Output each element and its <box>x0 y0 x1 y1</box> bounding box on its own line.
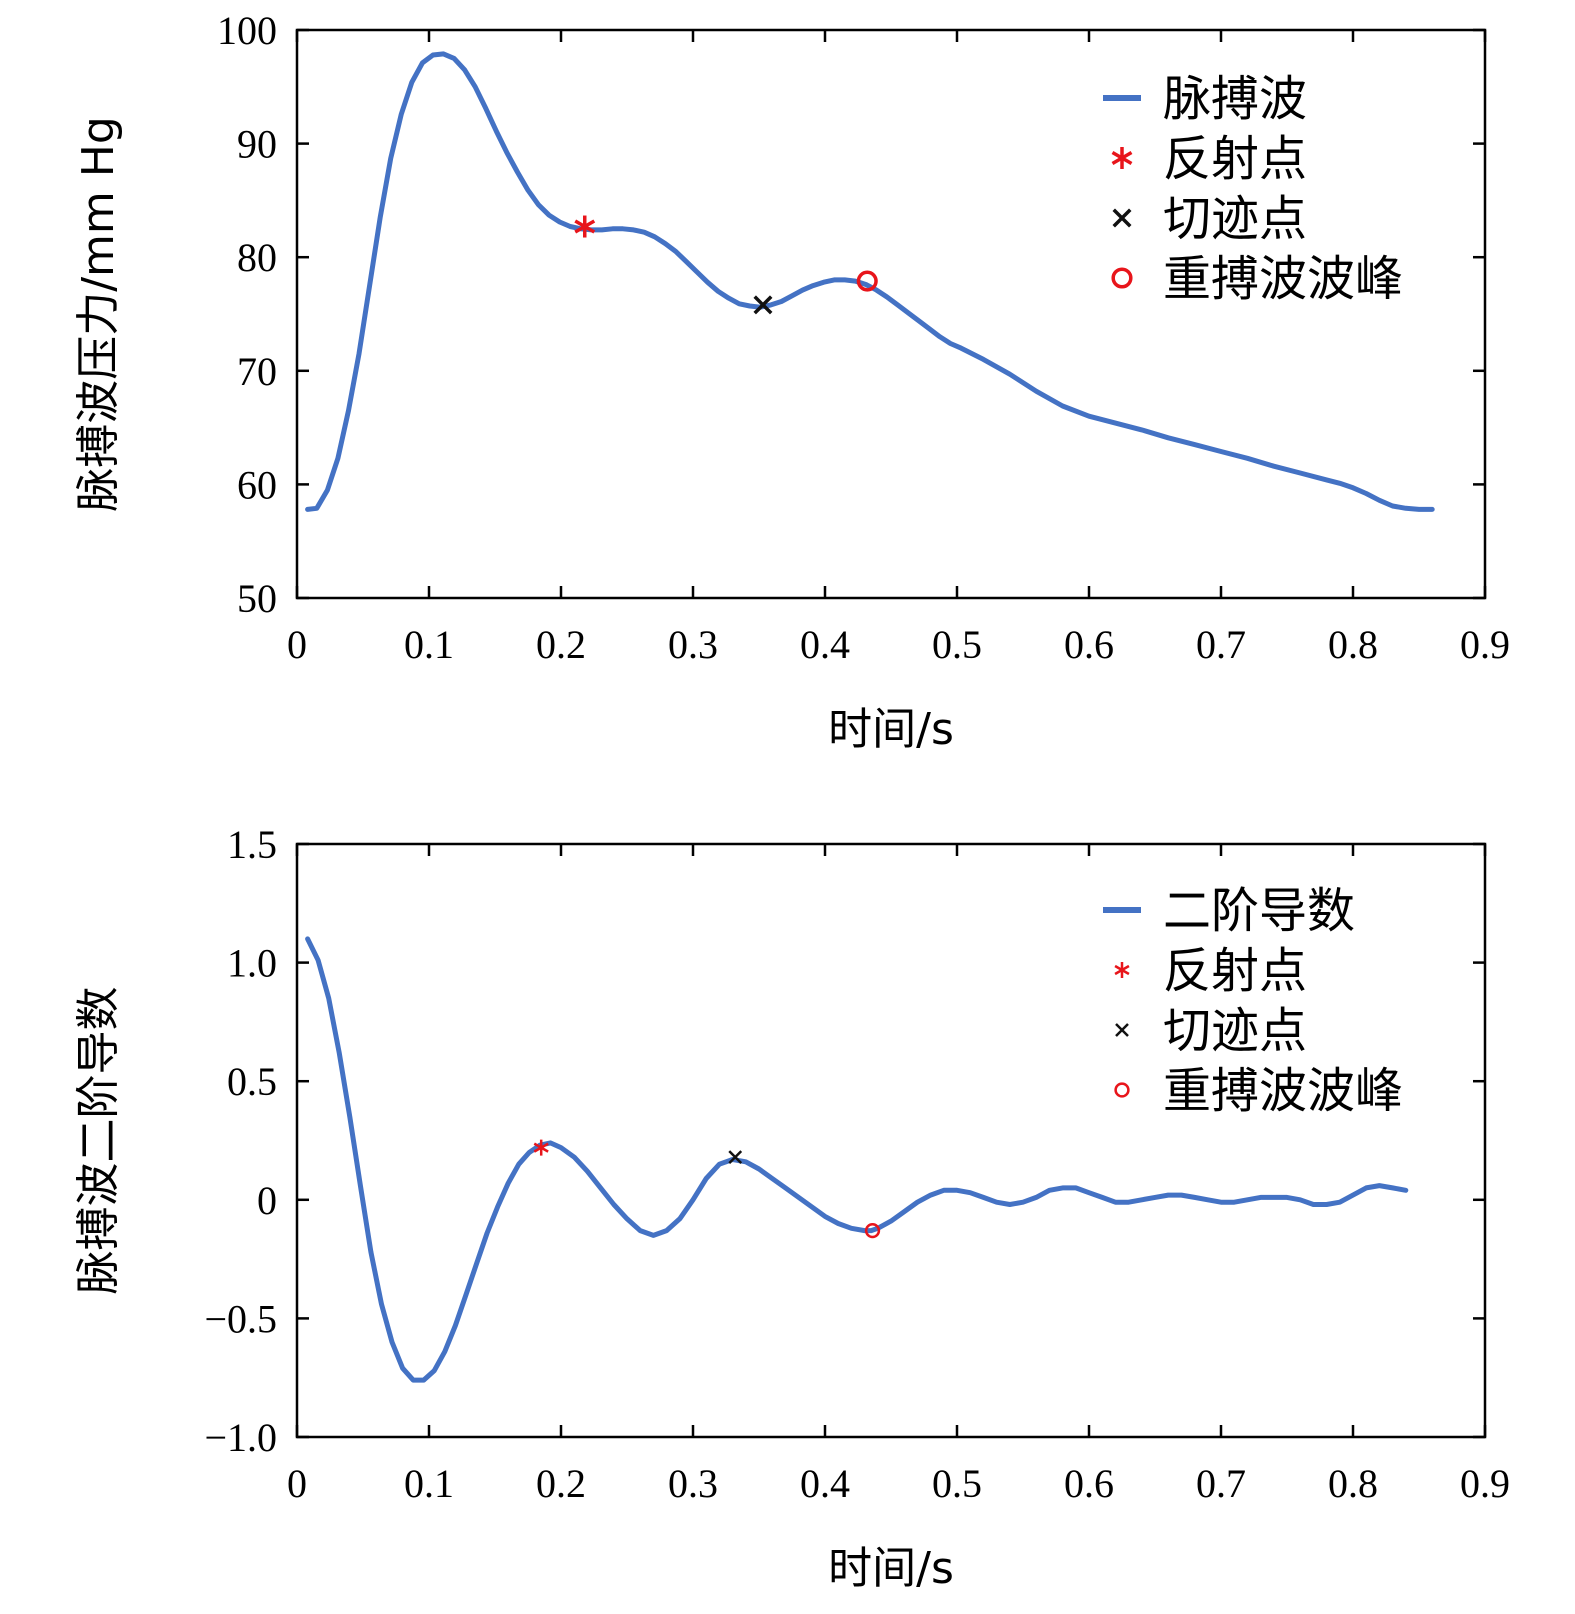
reflection-point-marker <box>574 215 596 238</box>
y-tick-label: 80 <box>237 235 277 280</box>
legend-label: 脉搏波 <box>1163 71 1307 127</box>
reflection-point-marker <box>533 1139 549 1156</box>
y-tick-label: 90 <box>237 122 277 167</box>
x-tick-label: 0.9 <box>1460 1461 1510 1506</box>
y-tick-label: 50 <box>237 576 277 621</box>
x-tick-label: 0.1 <box>404 622 454 667</box>
x-tick-label: 0.1 <box>404 1461 454 1506</box>
x-tick-label: 0.6 <box>1064 1461 1114 1506</box>
notch-point-marker <box>728 1150 743 1164</box>
y-axis-label: 脉搏波压力/mm Hg <box>73 116 124 512</box>
legend-label: 重搏波波峰 <box>1163 1063 1403 1119</box>
x-tick-label: 0.9 <box>1460 622 1510 667</box>
x-tick-label: 0.7 <box>1196 1461 1246 1506</box>
x-tick-label: 0 <box>287 1461 307 1506</box>
x-tick-label: 0.5 <box>932 1461 982 1506</box>
dicrotic-peak-marker <box>864 1222 881 1239</box>
y-tick-label: −0.5 <box>204 1296 277 1341</box>
y-tick-label: 60 <box>237 462 277 507</box>
x-tick-label: 0.7 <box>1196 622 1246 667</box>
y-tick-label: 0.5 <box>227 1059 277 1104</box>
legend-notch-point-swatch <box>1112 208 1132 228</box>
legend-label: 二阶导数 <box>1163 883 1355 939</box>
reflection-point-marker-stroke <box>533 1142 549 1153</box>
legend-label: 切迹点 <box>1163 1003 1307 1059</box>
x-tick-label: 0.3 <box>668 1461 718 1506</box>
second-derivative-panel: 0 0.1 0.2 0.3 0.4 0.5 0.6 0.7 0.8 0.9 −1.0 −0.5 0 0.5… <box>73 822 1510 1594</box>
legend-dicrotic-peak-swatch <box>1114 1082 1130 1098</box>
legend-dicrotic-peak-swatch <box>1111 267 1133 289</box>
x-tick-label: 0.5 <box>932 622 982 667</box>
y-tick-label: 100 <box>217 8 277 53</box>
x-tick-label: 0.2 <box>536 1461 586 1506</box>
notch-point-marker <box>753 295 773 315</box>
legend-reflection-point-swatch <box>1111 147 1133 169</box>
x-tick-label: 0.3 <box>668 622 718 667</box>
x-axis-label: 时间/s <box>828 1543 954 1594</box>
legend-label: 重搏波波峰 <box>1163 251 1403 307</box>
pulse-wave-panel: 0 0.1 0.2 0.3 0.4 0.5 0.6 0.7 0.8 0.9 50 60 70 80 90 10… <box>73 8 1510 755</box>
dicrotic-peak-marker <box>856 270 878 292</box>
reflection-point-marker-stroke <box>574 219 596 234</box>
x-tick-label: 0 <box>287 622 307 667</box>
y-tick-label: 1.0 <box>227 941 277 986</box>
legend-label: 切迹点 <box>1163 191 1307 247</box>
x-tick-label: 0.2 <box>536 622 586 667</box>
y-tick-label: −1.0 <box>204 1415 277 1460</box>
x-tick-label: 0.4 <box>800 622 850 667</box>
legend-notch-point-swatch <box>1115 1023 1129 1037</box>
legend-reflection-point-swatch-stroke <box>1111 150 1133 166</box>
x-tick-label: 0.4 <box>800 1461 850 1506</box>
x-axis-label: 时间/s <box>828 704 954 755</box>
second-derivative-line <box>305 936 1409 1383</box>
y-tick-label: 0 <box>257 1178 277 1223</box>
legend-label: 反射点 <box>1163 131 1307 187</box>
y-tick-label: 1.5 <box>227 822 277 867</box>
y-axis-label: 脉搏波二阶导数 <box>73 987 124 1295</box>
legend-reflection-point-swatch-stroke <box>1114 964 1130 976</box>
x-tick-label: 0.6 <box>1064 622 1114 667</box>
pulse-wave-line <box>305 51 1435 512</box>
x-tick-label: 0.8 <box>1328 1461 1378 1506</box>
plot-frame <box>295 842 1487 1439</box>
plot-frame <box>295 28 1487 600</box>
x-tick-label: 0.8 <box>1328 622 1378 667</box>
legend-reflection-point-swatch <box>1114 962 1130 978</box>
legend-label: 反射点 <box>1163 943 1307 999</box>
y-tick-label: 70 <box>237 349 277 394</box>
